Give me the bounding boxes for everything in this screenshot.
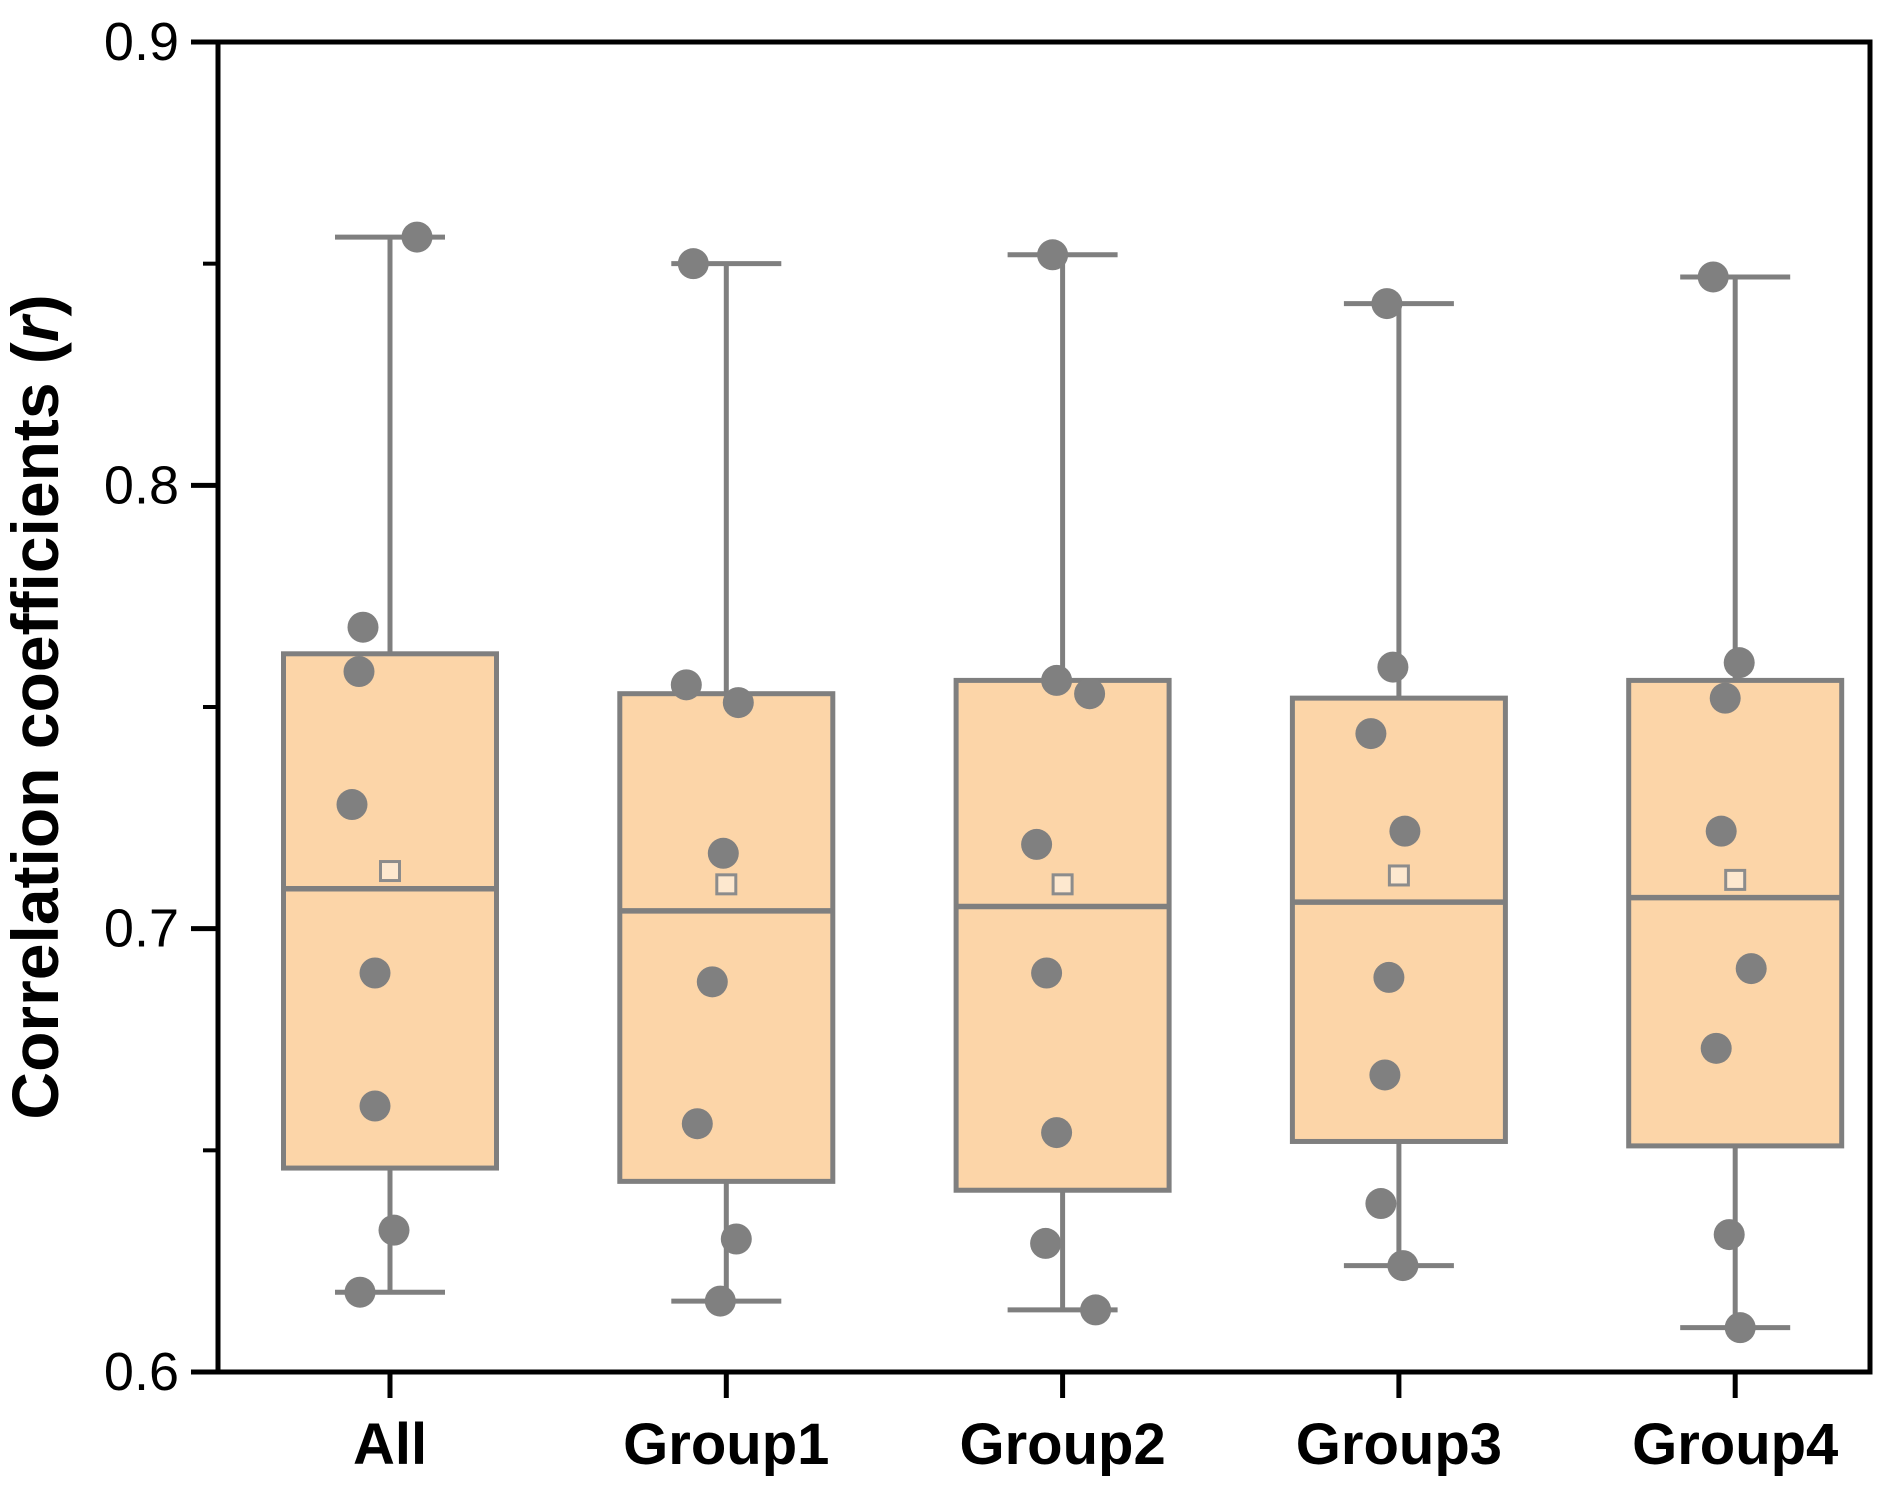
mean-marker [1051,873,1074,896]
box [1626,677,1845,1149]
data-point [347,611,379,643]
data-point [1041,664,1073,696]
data-point [722,687,754,719]
data-point [1080,1294,1112,1326]
data-point [1700,1032,1732,1064]
data-point [1387,1250,1419,1282]
data-point [1377,651,1409,683]
data-point [1355,718,1387,750]
y-axis-tick-label: 0.9 [104,12,179,72]
box [281,651,499,1171]
data-point [378,1214,410,1246]
data-point [704,1285,736,1317]
data-point [1369,1059,1401,1091]
box [1289,695,1508,1144]
data-point [343,656,375,688]
y-axis-title: Correlation coefficients (r) [0,294,72,1119]
data-point [401,221,433,253]
data-point [1373,961,1405,993]
data-point [1697,261,1729,293]
box [617,691,836,1184]
data-point [707,837,739,869]
data-point [336,789,368,821]
data-point [1705,815,1737,847]
data-point [720,1223,752,1255]
x-axis-label: Group4 [1632,1412,1838,1477]
data-point [1021,828,1053,860]
y-axis-tick-label: 0.7 [104,899,179,959]
x-axis-label: Group2 [959,1412,1165,1477]
data-point [1030,1227,1062,1259]
data-point [1365,1188,1397,1220]
data-point [1041,1117,1073,1149]
data-point [1713,1219,1745,1251]
data-point [344,1276,376,1308]
x-axis-label: All [353,1412,427,1477]
data-point [1724,1312,1756,1344]
x-axis-label: Group3 [1296,1412,1502,1477]
y-axis-tick-label: 0.6 [104,1342,179,1402]
data-point [1723,647,1755,679]
data-point [1735,953,1767,985]
data-point [359,1090,391,1122]
data-point [670,669,702,701]
mean-marker [1724,868,1747,891]
data-point [1709,682,1741,714]
data-point [1074,678,1106,710]
data-point [1037,239,1069,271]
box [953,677,1172,1193]
data-point [696,966,728,998]
data-point [1031,957,1063,989]
data-point [1371,288,1403,320]
data-point [677,248,709,280]
mean-marker [379,860,401,883]
mean-marker [1387,864,1410,887]
y-axis-tick-label: 0.8 [104,455,179,515]
data-point [681,1108,713,1140]
data-point [1389,815,1421,847]
data-point [359,957,391,989]
x-axis-label: Group1 [623,1412,829,1477]
mean-marker [715,873,738,896]
